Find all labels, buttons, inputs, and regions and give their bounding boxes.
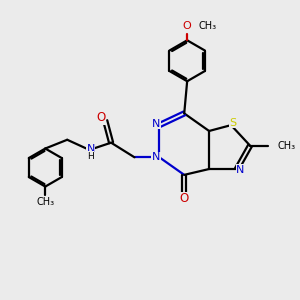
Text: N: N [236, 165, 244, 175]
Text: H: H [87, 152, 94, 161]
Text: O: O [96, 111, 106, 124]
Text: N: N [86, 143, 95, 154]
Text: O: O [183, 21, 191, 31]
Text: O: O [180, 192, 189, 206]
Text: CH₃: CH₃ [199, 21, 217, 31]
Text: CH₃: CH₃ [278, 141, 296, 151]
Text: S: S [230, 118, 237, 128]
Text: N: N [152, 119, 160, 129]
Text: N: N [152, 152, 160, 162]
Text: CH₃: CH₃ [36, 197, 54, 207]
